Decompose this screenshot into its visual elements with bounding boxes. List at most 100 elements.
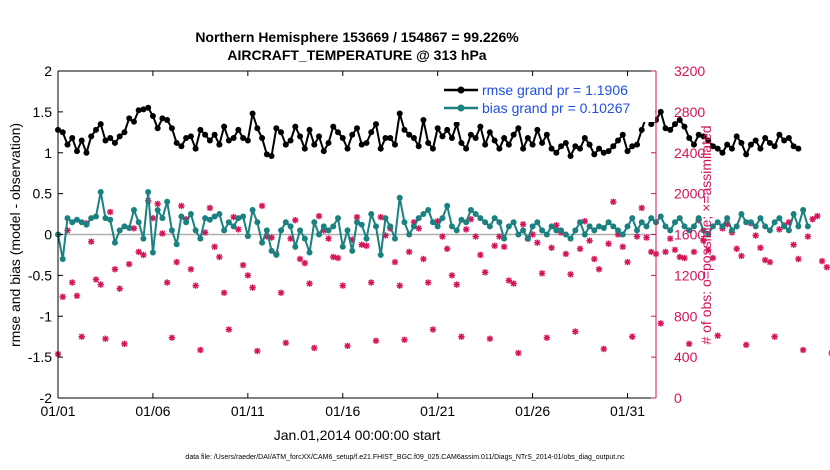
obs-count-marker bbox=[733, 245, 740, 253]
obs-count-marker bbox=[681, 254, 688, 262]
x-tick-label: 01/21 bbox=[420, 403, 455, 419]
bias-point bbox=[382, 215, 389, 222]
obs-count-marker bbox=[804, 233, 812, 240]
bias-point bbox=[159, 215, 166, 222]
rmse-point bbox=[548, 145, 555, 152]
bias-point bbox=[316, 231, 323, 238]
obs-count-marker bbox=[339, 282, 346, 289]
obs-count-marker-stroke bbox=[93, 276, 99, 283]
obs-count-marker bbox=[277, 289, 285, 296]
bias-point bbox=[363, 235, 370, 242]
obs-count-marker bbox=[102, 335, 109, 342]
obs-count-marker bbox=[282, 339, 290, 347]
rmse-point bbox=[363, 139, 370, 146]
obs-count-marker bbox=[600, 345, 607, 353]
bias-point bbox=[496, 219, 503, 226]
rmse-point bbox=[145, 104, 152, 111]
rmse-point bbox=[501, 135, 508, 142]
obs-count-marker bbox=[610, 198, 617, 206]
y-tick-label: 0.5 bbox=[33, 186, 53, 202]
bias-point bbox=[107, 216, 114, 223]
obs-count-marker-stroke bbox=[624, 259, 631, 265]
bias-point bbox=[771, 219, 778, 226]
obs-count-marker-stroke bbox=[358, 241, 365, 248]
obs-count-marker bbox=[368, 279, 375, 286]
bias-point bbox=[349, 247, 356, 254]
obs-count-marker-stroke bbox=[449, 272, 455, 279]
rmse-point bbox=[354, 125, 360, 132]
bias-point bbox=[78, 219, 85, 226]
rmse-point bbox=[690, 141, 697, 148]
bias-point bbox=[59, 256, 66, 263]
rmse-point bbox=[368, 129, 375, 136]
obs-count-marker bbox=[738, 252, 745, 260]
y-tick-label: 2 bbox=[44, 63, 52, 79]
obs-count-marker bbox=[576, 245, 584, 253]
obs-count-marker-stroke bbox=[259, 202, 265, 209]
obs-count-marker-stroke bbox=[572, 328, 579, 335]
rmse-point bbox=[88, 133, 95, 140]
rmse-point bbox=[130, 118, 137, 125]
obs-count-marker-stroke bbox=[714, 332, 721, 339]
y-tick-label: -1 bbox=[40, 308, 53, 324]
rmse-point bbox=[311, 141, 318, 148]
obs-count-marker-stroke bbox=[396, 282, 403, 289]
rmse-point bbox=[795, 145, 802, 152]
legend-rmse-label: rmse grand pr = 1.1906 bbox=[482, 82, 628, 98]
bias-point bbox=[154, 206, 161, 213]
obs-count-marker-stroke bbox=[752, 232, 759, 239]
bias-point bbox=[591, 227, 598, 234]
obs-count-marker bbox=[258, 202, 266, 210]
footnote: data file: /Users/raeder/DAI/ATM_forcXX/… bbox=[185, 454, 625, 461]
obs-count-marker-stroke bbox=[88, 238, 95, 245]
rmse-point bbox=[562, 139, 569, 146]
y-tick-label: 0 bbox=[44, 227, 52, 243]
rmse-point bbox=[477, 123, 484, 130]
obs-count-marker bbox=[543, 334, 551, 341]
obs-count-marker-stroke bbox=[230, 214, 237, 221]
bias-point bbox=[648, 215, 655, 222]
obs-count-marker bbox=[505, 277, 513, 284]
obs-count-marker bbox=[330, 253, 337, 261]
obs-count-marker bbox=[358, 241, 365, 248]
obs-count-marker-stroke bbox=[591, 256, 598, 262]
obs-count-marker-stroke bbox=[496, 233, 503, 240]
obs-count-marker-stroke bbox=[97, 281, 104, 288]
bias-point bbox=[520, 227, 527, 234]
rmse-point bbox=[154, 125, 161, 132]
obs-count-marker bbox=[714, 332, 721, 339]
x-axis-label: Jan.01,2014 00:00:00 start bbox=[274, 427, 441, 443]
rmse-point bbox=[790, 143, 797, 150]
legend-bias-label: bias grand pr = 0.10267 bbox=[482, 100, 630, 116]
rmse-point bbox=[330, 123, 337, 130]
bias-point bbox=[467, 206, 474, 213]
rmse-point bbox=[249, 110, 256, 117]
rmse-point bbox=[491, 137, 498, 144]
bias-point bbox=[553, 227, 560, 234]
obs-count-marker bbox=[486, 335, 494, 342]
obs-count-marker bbox=[491, 242, 498, 249]
bias-point bbox=[534, 219, 541, 226]
bias-point bbox=[747, 219, 754, 226]
bias-point bbox=[581, 231, 588, 238]
bias-point bbox=[638, 219, 645, 226]
bias-point bbox=[354, 219, 360, 226]
rmse-point bbox=[543, 131, 550, 138]
rmse-point bbox=[396, 110, 403, 117]
obs-count-marker-stroke bbox=[539, 270, 545, 277]
bias-point bbox=[92, 213, 99, 220]
bias-point bbox=[491, 215, 498, 222]
obs-count-marker bbox=[235, 226, 242, 233]
bias-point bbox=[259, 239, 266, 246]
obs-count-marker-stroke bbox=[401, 336, 408, 343]
bias-point bbox=[458, 216, 465, 223]
obs-count-marker bbox=[467, 215, 475, 223]
obs-count-marker-stroke bbox=[738, 253, 745, 259]
rmse-point bbox=[358, 141, 365, 148]
obs-count-marker-stroke bbox=[804, 233, 811, 240]
obs-count-marker bbox=[125, 260, 133, 268]
obs-count-marker bbox=[448, 272, 456, 279]
rmse-point bbox=[510, 131, 517, 138]
rmse-point bbox=[320, 148, 327, 155]
rmse-point bbox=[301, 145, 308, 152]
